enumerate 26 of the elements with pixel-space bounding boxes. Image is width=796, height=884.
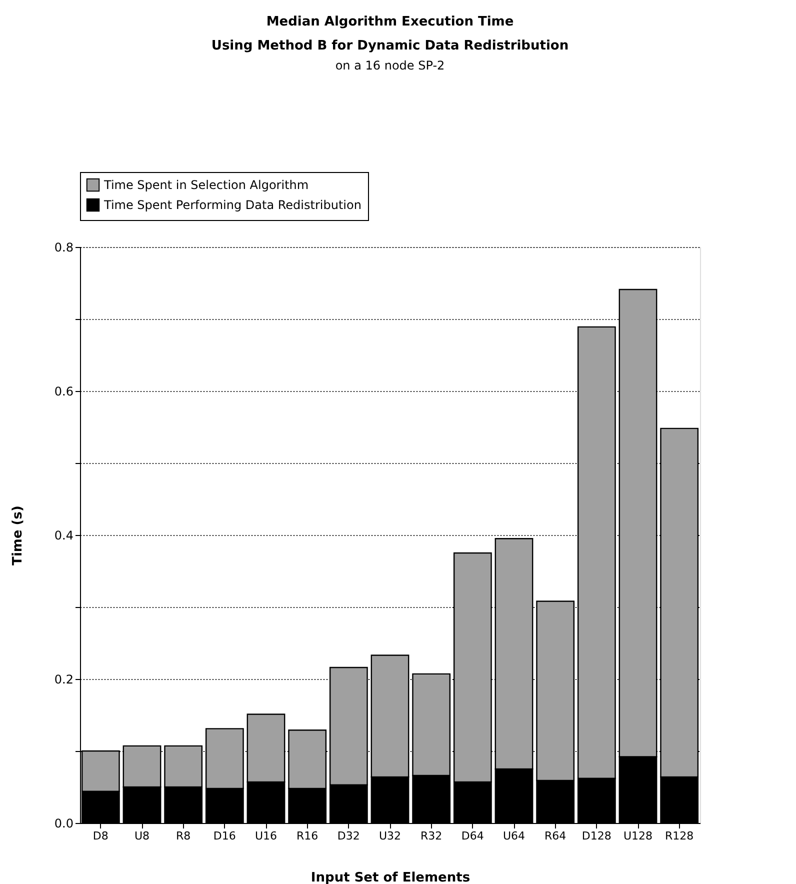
x-tick-label: D32	[337, 830, 360, 842]
y-axis-title: Time (s)	[10, 506, 26, 566]
x-tick-label: R16	[296, 830, 318, 842]
x-tick-label: R32	[420, 830, 442, 842]
y-tick-label: 0.8	[54, 240, 74, 254]
x-tick-label: U32	[378, 830, 402, 842]
x-axis-title: Input Set of Elements	[310, 870, 470, 884]
y-tick-label: 0.6	[54, 384, 74, 398]
y-tick-label: 0.4	[54, 528, 74, 542]
x-tick-label: R64	[544, 830, 566, 842]
x-tick-label: U8	[134, 830, 150, 842]
x-tick-label: R8	[176, 830, 191, 842]
x-tick-label: U64	[502, 830, 526, 842]
x-tick-label: D8	[92, 830, 108, 842]
x-tick-label: U16	[254, 830, 278, 842]
legend-label: Time Spent in Selection Algorithm	[103, 178, 309, 192]
chart-subtitle: on a 16 node SP-2	[335, 58, 445, 72]
chart-title: Median Algorithm Execution Time Using Method B for Dynamic Data Redistribution	[211, 14, 569, 54]
y-tick-label: 0.2	[54, 672, 74, 686]
x-tick-label: D16	[213, 830, 236, 842]
x-tick-label: U128	[623, 830, 653, 842]
y-tick-label: 0.0	[54, 816, 74, 830]
x-tick-label: D64	[461, 830, 484, 842]
legend-label: Time Spent Performing Data Redistribution	[103, 198, 362, 212]
x-tick-label: R128	[665, 830, 694, 842]
x-tick-label: D128	[582, 830, 612, 842]
